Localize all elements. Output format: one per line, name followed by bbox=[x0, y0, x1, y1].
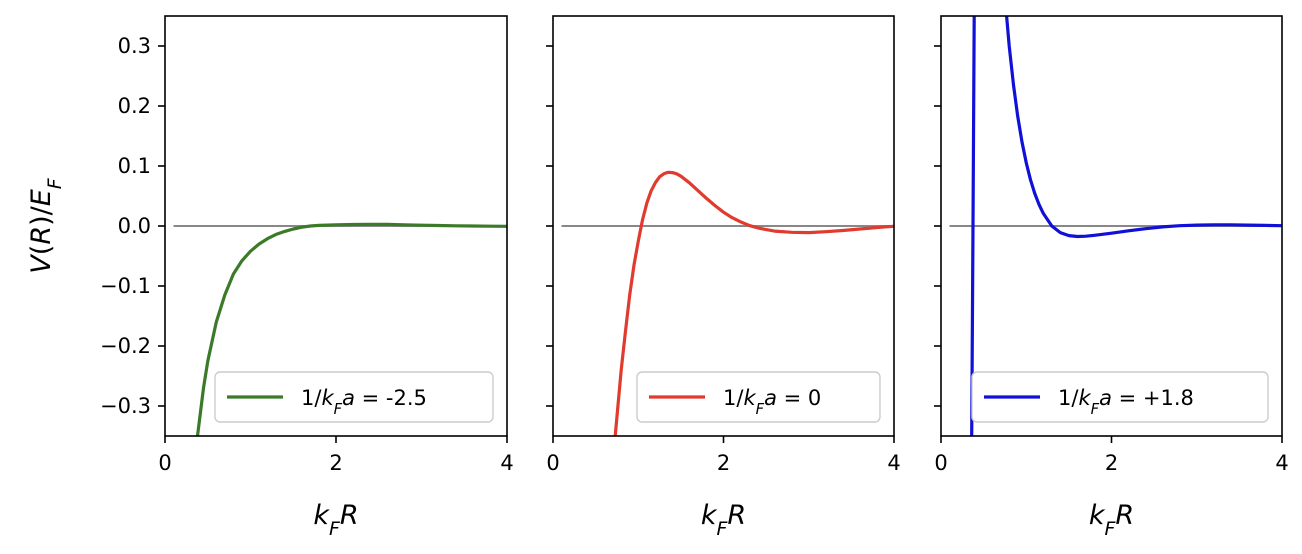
legend-label-part: = +1.8 bbox=[1112, 386, 1194, 410]
legend-label: 1/kFa = +1.8 bbox=[1058, 386, 1194, 418]
legend-label-part: 1/ bbox=[1058, 386, 1079, 410]
legend-box bbox=[636, 371, 881, 423]
x-axis-label-part: F bbox=[329, 518, 341, 540]
x-axis-label-part: k bbox=[701, 500, 718, 531]
series-group bbox=[195, 222, 507, 436]
x-axis-label-part: R bbox=[1115, 500, 1134, 531]
y-tick-label: 0.1 bbox=[118, 154, 151, 178]
legend-label-part: 1/ bbox=[301, 386, 322, 410]
legend-label: 1/kFa = 0 bbox=[723, 386, 821, 418]
legend-label-part: F bbox=[1091, 401, 1100, 418]
y-tick-label: −0.3 bbox=[100, 394, 151, 418]
x-axis-label-part: R bbox=[727, 500, 746, 531]
legend-box bbox=[214, 371, 494, 423]
series-group bbox=[970, 16, 1282, 436]
y-tick-label: −0.1 bbox=[100, 274, 151, 298]
y-axis-label-part: F bbox=[44, 177, 66, 189]
legend-label-part: F bbox=[334, 401, 343, 418]
legend-label-part: F bbox=[756, 401, 765, 418]
legend-label-part: a bbox=[764, 386, 777, 410]
legend-label-part: 1/ bbox=[723, 386, 744, 410]
series-line bbox=[1004, 16, 1282, 239]
x-axis-label-part: F bbox=[1105, 518, 1117, 540]
y-tick-label: 0.0 bbox=[118, 214, 151, 238]
legend-label-part: a bbox=[1099, 386, 1112, 410]
y-tick-label: 0.2 bbox=[118, 94, 151, 118]
x-axis-label-part: R bbox=[340, 500, 359, 531]
x-axis-label-part: k bbox=[313, 500, 330, 531]
legend-label-part: = -2.5 bbox=[355, 386, 427, 410]
x-axis-label-part: k bbox=[1089, 500, 1106, 531]
legend-label: 1/kFa = -2.5 bbox=[301, 386, 427, 418]
y-axis-label-part: E bbox=[26, 189, 57, 206]
x-tick-label: 4 bbox=[887, 451, 900, 475]
legend-label-part: k bbox=[743, 386, 756, 410]
y-tick-label: 0.3 bbox=[118, 34, 151, 58]
legend-label-part: a bbox=[342, 386, 355, 410]
y-axis-label-part: R bbox=[26, 226, 57, 245]
legend-label-part: k bbox=[321, 386, 334, 410]
x-tick-label: 4 bbox=[500, 451, 513, 475]
series-line-steep-branch bbox=[970, 16, 976, 436]
legend-box bbox=[971, 371, 1269, 423]
x-tick-label: 0 bbox=[934, 451, 947, 475]
series-line bbox=[613, 170, 894, 436]
y-axis-label-part: )/ bbox=[26, 205, 57, 226]
x-axis-label-part: F bbox=[717, 518, 729, 540]
legend: 1/kFa = +1.8 bbox=[971, 371, 1269, 423]
series-line bbox=[195, 222, 507, 436]
x-tick-label: 0 bbox=[158, 451, 171, 475]
x-tick-label: 4 bbox=[1275, 451, 1288, 475]
x-tick-label: 2 bbox=[717, 451, 730, 475]
y-tick-label: −0.2 bbox=[100, 334, 151, 358]
legend-label-part: = 0 bbox=[777, 386, 821, 410]
x-axis-label: kFR bbox=[1089, 500, 1134, 540]
y-axis-label-part: V bbox=[26, 253, 57, 274]
series-group bbox=[613, 170, 894, 436]
legend-label-part: k bbox=[1078, 386, 1091, 410]
x-axis-label: kFR bbox=[701, 500, 746, 540]
x-tick-label: 0 bbox=[546, 451, 559, 475]
x-axis-label: kFR bbox=[313, 500, 358, 540]
y-axis-label-part: ( bbox=[26, 245, 57, 256]
legend: 1/kFa = 0 bbox=[636, 371, 881, 423]
x-tick-label: 2 bbox=[1105, 451, 1118, 475]
legend: 1/kFa = -2.5 bbox=[214, 371, 494, 423]
y-axis-label: V(R)/EF bbox=[26, 177, 66, 274]
x-tick-label: 2 bbox=[329, 451, 342, 475]
